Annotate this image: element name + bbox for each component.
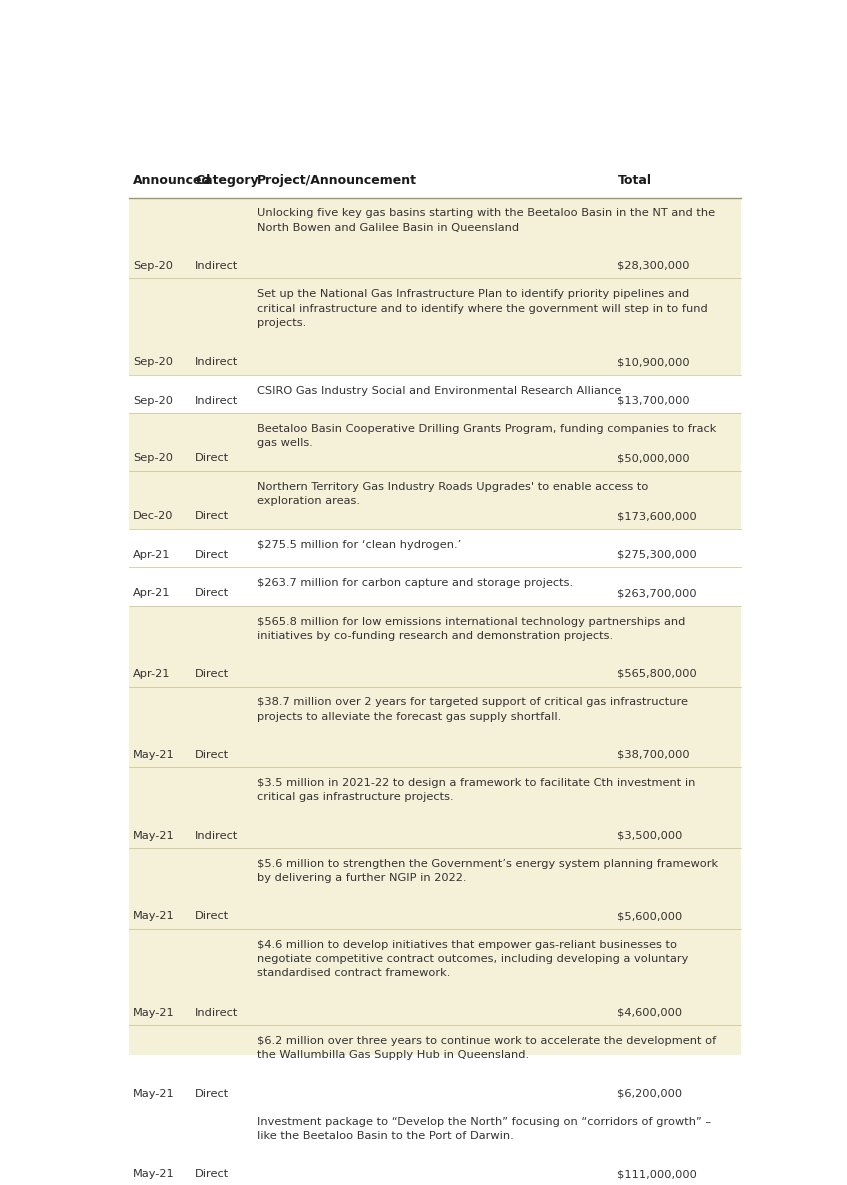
Text: Apr-21: Apr-21 [133,550,170,559]
Bar [129,414,741,470]
Text: $263,700,000: $263,700,000 [617,588,697,598]
Bar [129,374,741,414]
Text: $111,000,000: $111,000,000 [617,1170,697,1179]
Text: May-21: May-21 [133,1170,174,1179]
Text: Indirect: Indirect [195,261,238,271]
Text: $4.6 million to develop initiatives that empower gas-reliant businesses to: $4.6 million to develop initiatives that… [257,940,677,950]
Text: Dec-20: Dec-20 [133,511,174,521]
Text: $173,600,000: $173,600,000 [617,511,697,521]
Text: May-21: May-21 [133,1007,174,1018]
Text: Total: Total [617,174,651,187]
Text: Announced: Announced [133,174,212,187]
Text: Direct: Direct [195,454,230,463]
Text: $275,300,000: $275,300,000 [617,550,697,559]
Text: critical infrastructure and to identify where the government will step in to fun: critical infrastructure and to identify … [257,303,708,314]
Text: $6,200,000: $6,200,000 [617,1089,683,1098]
Text: $5.6 million to strengthen the Government’s energy system planning framework: $5.6 million to strengthen the Governmen… [257,859,718,869]
Text: $13,700,000: $13,700,000 [617,396,690,405]
Text: $4,600,000: $4,600,000 [617,1007,683,1018]
Text: $3.5 million in 2021-22 to design a framework to facilitate Cth investment in: $3.5 million in 2021-22 to design a fram… [257,779,695,788]
Text: $565.8 million for low emissions international technology partnerships and: $565.8 million for low emissions interna… [257,616,685,627]
Text: critical gas infrastructure projects.: critical gas infrastructure projects. [257,793,454,802]
Text: standardised contract framework.: standardised contract framework. [257,968,451,979]
Text: Indirect: Indirect [195,1007,238,1018]
Text: $28,300,000: $28,300,000 [617,261,689,271]
Text: Apr-21: Apr-21 [133,588,170,598]
Text: projects to alleviate the forecast gas supply shortfall.: projects to alleviate the forecast gas s… [257,712,562,722]
Text: by delivering a further NGIP in 2022.: by delivering a further NGIP in 2022. [257,873,467,883]
Text: Unlocking five key gas basins starting with the Beetaloo Basin in the NT and the: Unlocking five key gas basins starting w… [257,209,715,218]
Text: $38.7 million over 2 years for targeted support of critical gas infrastructure: $38.7 million over 2 years for targeted … [257,697,688,707]
Text: Indirect: Indirect [195,357,238,367]
Text: Sep-20: Sep-20 [133,454,173,463]
Text: $275.5 million for ‘clean hydrogen.’: $275.5 million for ‘clean hydrogen.’ [257,539,462,550]
Text: $565,800,000: $565,800,000 [617,668,697,679]
Bar [129,686,741,768]
Bar [129,529,741,568]
Text: Sep-20: Sep-20 [133,357,173,367]
Text: $50,000,000: $50,000,000 [617,454,690,463]
Text: May-21: May-21 [133,750,174,760]
Bar [129,768,741,848]
Text: Direct: Direct [195,550,230,559]
Text: $6.2 million over three years to continue work to accelerate the development of: $6.2 million over three years to continu… [257,1036,717,1046]
Bar [129,606,741,686]
Text: $3,500,000: $3,500,000 [617,831,683,840]
Bar [129,568,741,606]
Text: CSIRO Gas Industry Social and Environmental Research Alliance: CSIRO Gas Industry Social and Environmen… [257,385,622,396]
Bar [129,198,741,278]
Text: initiatives by co-funding research and demonstration projects.: initiatives by co-funding research and d… [257,630,613,641]
Text: $5,600,000: $5,600,000 [617,911,683,922]
Text: Direct: Direct [195,750,230,760]
Text: $38,700,000: $38,700,000 [617,750,690,760]
Text: Sep-20: Sep-20 [133,396,173,405]
Text: Direct: Direct [195,511,230,521]
Text: Project/Announcement: Project/Announcement [257,174,417,187]
Text: Beetaloo Basin Cooperative Drilling Grants Program, funding companies to frack: Beetaloo Basin Cooperative Drilling Gran… [257,424,717,434]
Text: Sep-20: Sep-20 [133,261,173,271]
Text: Northern Territory Gas Industry Roads Upgrades' to enable access to: Northern Territory Gas Industry Roads Up… [257,482,648,492]
Text: Indirect: Indirect [195,831,238,840]
Bar [129,848,741,929]
Text: exploration areas.: exploration areas. [257,497,360,506]
Text: May-21: May-21 [133,911,174,922]
Text: projects.: projects. [257,318,307,328]
Text: $263.7 million for carbon capture and storage projects.: $263.7 million for carbon capture and st… [257,578,573,588]
Text: Direct: Direct [195,911,230,922]
Text: May-21: May-21 [133,831,174,840]
Text: Investment package to “Develop the North” focusing on “corridors of growth” –: Investment package to “Develop the North… [257,1117,711,1127]
Bar [129,470,741,529]
Text: Direct: Direct [195,668,230,679]
Text: Direct: Direct [195,1170,230,1179]
Text: negotiate competitive contract outcomes, including developing a voluntary: negotiate competitive contract outcomes,… [257,954,689,965]
Bar [129,1107,741,1185]
Text: Indirect: Indirect [195,396,238,405]
Bar [129,1025,741,1107]
Text: North Bowen and Galilee Basin in Queensland: North Bowen and Galilee Basin in Queensl… [257,223,519,232]
Text: the Wallumbilla Gas Supply Hub in Queensland.: the Wallumbilla Gas Supply Hub in Queens… [257,1050,529,1061]
Text: Apr-21: Apr-21 [133,668,170,679]
Text: Direct: Direct [195,588,230,598]
Text: Set up the National Gas Infrastructure Plan to identify priority pipelines and: Set up the National Gas Infrastructure P… [257,289,689,300]
Bar [129,278,741,374]
Text: like the Beetaloo Basin to the Port of Darwin.: like the Beetaloo Basin to the Port of D… [257,1132,514,1141]
Bar [129,164,741,198]
Text: May-21: May-21 [133,1089,174,1098]
Bar [129,929,741,1025]
Text: Category: Category [195,174,258,187]
Text: $10,900,000: $10,900,000 [617,357,690,367]
Text: gas wells.: gas wells. [257,438,313,448]
Text: Direct: Direct [195,1089,230,1098]
